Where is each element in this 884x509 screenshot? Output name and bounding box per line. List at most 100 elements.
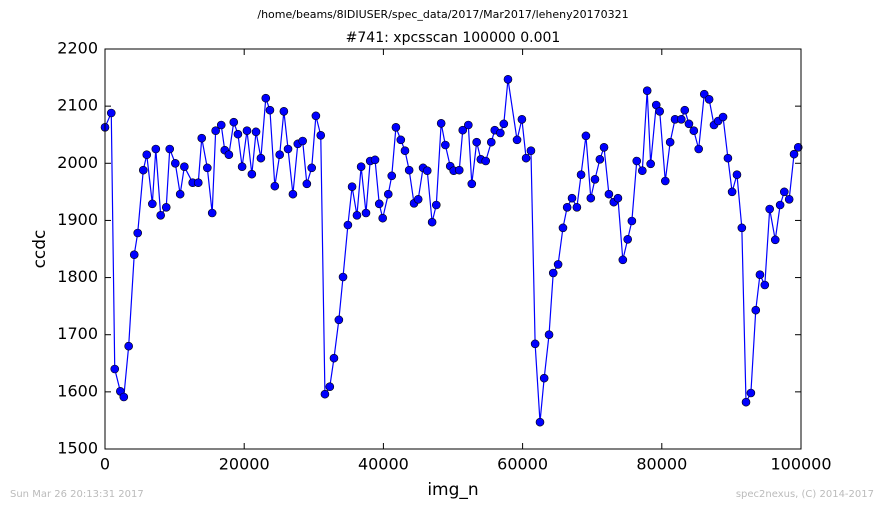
data-point bbox=[242, 126, 252, 136]
data-point bbox=[770, 235, 780, 245]
data-point bbox=[464, 120, 473, 130]
data-point bbox=[175, 189, 185, 199]
data-point bbox=[544, 330, 554, 340]
data-point bbox=[789, 149, 799, 159]
data-point bbox=[458, 125, 468, 135]
data-point bbox=[334, 315, 344, 325]
data-point bbox=[133, 228, 143, 238]
data-point bbox=[427, 217, 437, 227]
data-point bbox=[347, 182, 357, 192]
data-point bbox=[307, 163, 317, 173]
data-point bbox=[156, 210, 165, 220]
data-point bbox=[775, 200, 785, 210]
chart-subtitle: /home/beams/8IDIUSER/spec_data/2017/Mar2… bbox=[257, 8, 628, 21]
chart-title: #741: xpcsscan 100000 0.001 bbox=[346, 30, 561, 46]
data-point bbox=[595, 154, 605, 164]
data-point bbox=[265, 105, 275, 115]
data-point bbox=[119, 392, 129, 402]
y-tick-label: 1500 bbox=[57, 439, 98, 458]
data-point bbox=[138, 165, 148, 175]
data-point bbox=[229, 117, 239, 127]
data-point bbox=[148, 199, 157, 209]
data-point bbox=[755, 270, 765, 280]
data-point bbox=[207, 208, 217, 218]
data-point bbox=[283, 144, 293, 154]
data-point bbox=[723, 153, 733, 163]
data-point bbox=[590, 174, 600, 184]
data-point bbox=[638, 166, 647, 176]
data-point bbox=[562, 202, 572, 212]
data-point bbox=[784, 194, 794, 204]
data-point bbox=[567, 193, 577, 203]
data-point bbox=[751, 305, 761, 315]
data-point bbox=[288, 189, 298, 199]
data-point bbox=[279, 106, 289, 116]
data-point bbox=[646, 159, 655, 169]
data-point bbox=[142, 150, 152, 160]
data-point bbox=[517, 114, 527, 124]
data-point bbox=[203, 163, 212, 173]
data-point bbox=[256, 153, 266, 163]
data-point bbox=[270, 181, 280, 191]
data-point bbox=[539, 373, 549, 383]
data-point bbox=[400, 146, 410, 156]
data-point bbox=[486, 137, 496, 147]
data-point bbox=[374, 199, 384, 209]
data-point bbox=[329, 353, 339, 363]
data-point bbox=[741, 397, 751, 407]
data-point bbox=[237, 162, 247, 172]
data-point bbox=[604, 189, 614, 199]
x-tick-label: 80000 bbox=[636, 455, 687, 474]
y-tick-label: 2100 bbox=[57, 96, 98, 115]
data-point bbox=[165, 144, 175, 154]
data-point bbox=[320, 389, 330, 399]
data-point bbox=[170, 158, 180, 168]
data-point bbox=[454, 165, 464, 175]
footer-right: spec2nexus, (C) 2014-2017 bbox=[736, 489, 874, 500]
y-tick-label: 1700 bbox=[57, 324, 98, 343]
data-point bbox=[106, 108, 116, 118]
x-tick-label: 0 bbox=[100, 455, 110, 474]
data-point bbox=[499, 119, 509, 129]
data-point bbox=[680, 105, 690, 115]
data-point bbox=[422, 166, 432, 176]
data-point bbox=[383, 189, 393, 199]
data-point bbox=[275, 150, 284, 160]
data-point bbox=[535, 417, 545, 427]
data-point bbox=[251, 127, 261, 137]
y-tick-label: 1600 bbox=[57, 381, 98, 400]
data-point bbox=[378, 213, 388, 223]
data-point bbox=[343, 220, 353, 230]
data-point bbox=[732, 170, 742, 180]
data-point bbox=[676, 114, 686, 124]
data-point bbox=[352, 210, 362, 220]
data-point bbox=[356, 162, 366, 172]
y-axis-label: ccdc bbox=[30, 230, 50, 269]
y-tick-label: 2200 bbox=[57, 39, 98, 58]
data-point bbox=[512, 135, 522, 145]
data-point bbox=[404, 165, 414, 175]
data-point bbox=[467, 179, 477, 189]
data-point bbox=[180, 162, 189, 172]
data-point bbox=[779, 187, 789, 197]
data-point bbox=[581, 131, 591, 141]
data-point bbox=[396, 135, 406, 145]
data-point bbox=[572, 202, 582, 212]
y-tick-label: 1900 bbox=[57, 210, 98, 229]
y-tick-label: 1800 bbox=[57, 267, 98, 286]
plot-frame bbox=[104, 48, 802, 450]
data-point bbox=[694, 144, 703, 154]
data-point bbox=[718, 112, 728, 122]
data-point bbox=[576, 170, 586, 180]
data-point bbox=[660, 176, 670, 186]
data-point bbox=[632, 156, 642, 166]
data-point bbox=[298, 136, 307, 146]
data-point bbox=[197, 133, 207, 143]
x-tick-label: 20000 bbox=[219, 455, 270, 474]
data-point bbox=[302, 179, 312, 189]
x-tick-label: 40000 bbox=[358, 455, 409, 474]
data-point bbox=[361, 208, 371, 218]
data-point bbox=[436, 118, 446, 128]
